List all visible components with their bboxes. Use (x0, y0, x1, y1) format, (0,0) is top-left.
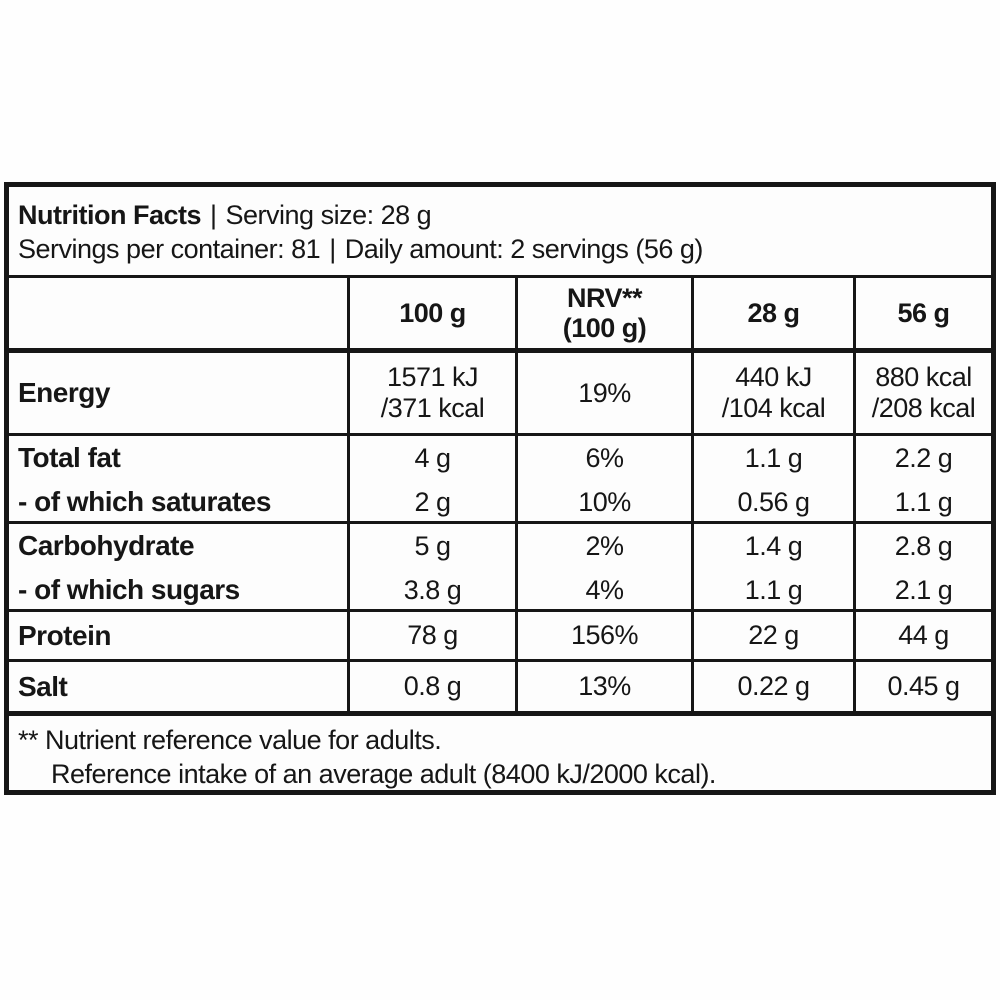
header-line-servings: Servings per container: 81 | Daily amount:… (18, 232, 985, 266)
cell-saturates-56g: 1.1 g (894, 487, 953, 517)
column-header-nrv-line1: NRV** (566, 283, 643, 313)
nutrition-facts-title: Nutrition Facts (18, 200, 202, 230)
cell-salt-56g: 0.45 g (853, 662, 991, 711)
cell-sugars-28g: 1.1 g (744, 575, 803, 605)
column-header-56g: 56 g (853, 278, 991, 348)
cell-energy-56g-kcal2: /208 kcal (871, 393, 976, 423)
row-label-energy: Energy (18, 377, 110, 408)
cell-energy-28g-kcal: /104 kcal (721, 393, 826, 423)
column-header-row: 100 g NRV** (100 g) 28 g 56 g (9, 278, 991, 353)
footnote-line2: Reference intake of an average adult (84… (51, 759, 716, 789)
cell-protein-28g: 22 g (691, 612, 853, 659)
row-labels-fat: Total fat - of which saturates (9, 436, 347, 521)
cell-carb-28g: 1.4 g 1.1 g (691, 524, 853, 609)
row-label-sugars: - of which sugars (18, 574, 240, 605)
table-footnote: ** Nutrient reference value for adults. … (9, 711, 991, 790)
cell-carbohydrate-28g: 1.4 g (744, 531, 803, 561)
cell-carbohydrate-100g: 5 g (414, 531, 451, 561)
cell-protein-56g: 44 g (853, 612, 991, 659)
cell-salt-100g: 0.8 g (347, 662, 515, 711)
table-header: Nutrition Facts | Serving size: 28 g Servi… (9, 187, 991, 278)
daily-amount-text: Daily amount: 2 servings (56 g) (344, 234, 704, 264)
cell-protein-100g: 78 g (347, 612, 515, 659)
cell-saturates-28g: 0.56 g (737, 487, 810, 517)
row-label-saturates: - of which saturates (18, 486, 271, 517)
cell-fat-nrv: 6% 10% (515, 436, 691, 521)
separator-bar: | (210, 200, 217, 230)
cell-total-fat-56g: 2.2 g (894, 443, 953, 473)
row-labels-carb: Carbohydrate - of which sugars (9, 524, 347, 609)
cell-carb-56g: 2.8 g 2.1 g (853, 524, 991, 609)
header-line-serving-size: Nutrition Facts | Serving size: 28 g (18, 198, 985, 232)
column-header-nrv: NRV** (100 g) (515, 278, 691, 348)
row-label-total-fat: Total fat (18, 442, 121, 473)
cell-energy-100g-kcal: /371 kcal (380, 393, 485, 423)
cell-total-fat-nrv: 6% (585, 443, 624, 473)
table-row-salt: Salt 0.8 g 13% 0.22 g 0.45 g (9, 659, 991, 711)
row-label-carbohydrate: Carbohydrate (18, 530, 195, 561)
cell-carbohydrate-nrv: 2% (585, 531, 624, 561)
footnote-line1: ** Nutrient reference value for adults. (18, 725, 442, 755)
cell-energy-56g-kcal1: 880 kcal (875, 362, 972, 392)
cell-energy-100g: 1571 kJ /371 kcal (347, 353, 515, 433)
cell-carb-nrv: 2% 4% (515, 524, 691, 609)
cell-energy-28g-kj: 440 kJ (735, 362, 812, 392)
serving-size-text: Serving size: 28 g (225, 200, 432, 230)
cell-fat-28g: 1.1 g 0.56 g (691, 436, 853, 521)
cell-carbohydrate-56g: 2.8 g (894, 531, 953, 561)
cell-sugars-56g: 2.1 g (894, 575, 953, 605)
cell-energy-56g: 880 kcal /208 kcal (853, 353, 991, 433)
cell-energy-28g: 440 kJ /104 kcal (691, 353, 853, 433)
cell-total-fat-100g: 4 g (414, 443, 451, 473)
table-row-carb-block: Carbohydrate - of which sugars 5 g 3.8 g… (9, 521, 991, 609)
cell-total-fat-28g: 1.1 g (744, 443, 803, 473)
column-header-nrv-line2: (100 g) (562, 313, 647, 343)
nutrition-facts-table: Nutrition Facts | Serving size: 28 g Servi… (4, 182, 996, 795)
separator-bar: | (329, 234, 336, 264)
table-row-energy: Energy 1571 kJ /371 kcal 19% 440 kJ /104… (9, 353, 991, 433)
cell-saturates-100g: 2 g (414, 487, 451, 517)
cell-protein-nrv: 156% (515, 612, 691, 659)
cell-sugars-100g: 3.8 g (403, 575, 462, 605)
cell-salt-28g: 0.22 g (691, 662, 853, 711)
servings-per-container-text: Servings per container: 81 (18, 234, 321, 264)
cell-fat-56g: 2.2 g 1.1 g (853, 436, 991, 521)
cell-energy-nrv: 19% (515, 353, 691, 433)
column-header-100g: 100 g (347, 278, 515, 348)
column-header-28g: 28 g (691, 278, 853, 348)
row-label-salt: Salt (18, 670, 68, 702)
cell-carb-100g: 5 g 3.8 g (347, 524, 515, 609)
cell-energy-100g-kj: 1571 kJ (386, 362, 479, 392)
table-row-protein: Protein 78 g 156% 22 g 44 g (9, 609, 991, 659)
row-label-protein: Protein (18, 619, 111, 651)
cell-sugars-nrv: 4% (585, 575, 624, 605)
table-row-fat-block: Total fat - of which saturates 4 g 2 g 6… (9, 433, 991, 521)
column-header-blank (9, 278, 347, 348)
cell-saturates-nrv: 10% (578, 487, 631, 517)
cell-salt-nrv: 13% (515, 662, 691, 711)
cell-fat-100g: 4 g 2 g (347, 436, 515, 521)
